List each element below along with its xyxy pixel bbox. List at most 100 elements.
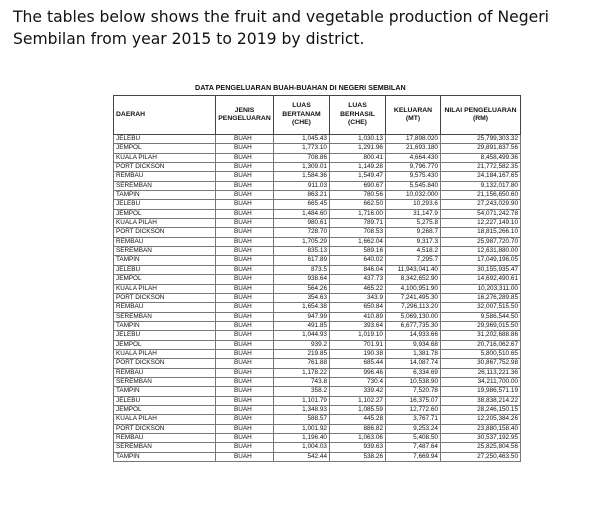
cell-daerah: REMBAU — [113, 432, 216, 444]
cell-nilai: 9,586,544.50 — [440, 311, 521, 322]
cell-nilai: 29,891,837.56 — [440, 143, 521, 154]
cell-nilai: 12,205,384.26 — [440, 414, 521, 425]
table-row: JELEBU BUAH 1,045.43 1,030.13 17,898.020 25,7… — [113, 133, 521, 145]
cell-daerah: PORT DICKSON — [113, 358, 216, 369]
cell-daerah: JEMPOL — [113, 274, 216, 285]
cell-jenis: BUAH — [215, 180, 274, 192]
cell-daerah: TAMPIN — [113, 386, 216, 397]
cell-daerah: JELEBU — [113, 133, 216, 145]
cell-luas-berhasil: 685.44 — [329, 358, 386, 369]
table-row: JEMPOL BUAH 938.64 437.73 8,342,652.90 14,692… — [113, 274, 521, 285]
cell-luas-bertanam: 980.61 — [273, 218, 330, 229]
cell-nilai: 17,049,196.05 — [440, 255, 521, 266]
cell-luas-bertanam: 761.88 — [273, 358, 330, 369]
cell-luas-berhasil: 393.64 — [329, 320, 386, 332]
cell-nilai: 38,838,214.22 — [440, 395, 521, 406]
cell-luas-berhasil: 1,019.10 — [329, 330, 386, 341]
cell-daerah: TAMPIN — [113, 255, 216, 266]
cell-keluaran: 6,677,735.30 — [385, 320, 441, 332]
cell-daerah: JEMPOL — [113, 208, 216, 220]
cell-nilai: 20,716,062.67 — [440, 339, 521, 350]
cell-luas-bertanam: 835.13 — [273, 246, 330, 257]
cell-jenis: BUAH — [215, 330, 274, 341]
cell-luas-bertanam: 938.64 — [273, 274, 330, 285]
cell-daerah: PORT DICKSON — [113, 162, 216, 173]
cell-luas-bertanam: 863.21 — [273, 190, 330, 201]
cell-luas-bertanam: 588.57 — [273, 414, 330, 425]
cell-nilai: 10,203,311.00 — [440, 283, 521, 294]
table-row: PORT DICKSON BUAH 728.70 708.53 9,268.7 18,81… — [113, 227, 521, 238]
cell-keluaran: 7,487.64 — [385, 442, 441, 453]
cell-jenis: BUAH — [215, 227, 274, 238]
cell-keluaran: 9,268.7 — [385, 227, 441, 238]
cell-nilai: 12,227,149.10 — [440, 218, 521, 229]
cell-keluaran: 21,693.180 — [385, 143, 441, 154]
production-table: DAERAH JENIS PENGELUARAN LUAS BERTANAM (… — [113, 95, 521, 463]
cell-jenis: BUAH — [215, 246, 274, 257]
cell-daerah: JEMPOL — [113, 339, 216, 350]
cell-daerah: SEREMBAN — [113, 311, 216, 322]
cell-luas-berhasil: 1,102.27 — [329, 395, 386, 406]
cell-jenis: BUAH — [215, 367, 274, 378]
cell-nilai: 8,458,499.36 — [440, 152, 521, 164]
cell-luas-bertanam: 665.45 — [273, 199, 330, 210]
cell-keluaran: 6,334.69 — [385, 367, 441, 378]
table-row: PORT DICKSON BUAH 1,309.01 1,149.28 9,796.77… — [113, 162, 521, 173]
cell-luas-bertanam: 1,654.38 — [273, 302, 330, 313]
cell-keluaran: 11,943,041.40 — [385, 264, 441, 276]
cell-jenis: BUAH — [215, 311, 274, 322]
cell-keluaran: 4,664.430 — [385, 152, 441, 164]
cell-luas-bertanam: 354.63 — [273, 292, 330, 304]
cell-jenis: BUAH — [215, 358, 274, 369]
cell-luas-bertanam: 708.86 — [273, 152, 330, 164]
table-row: JELEBU BUAH 1,044.93 1,019.10 14,933.66 31,20… — [113, 330, 521, 341]
cell-nilai: 23,880,158.40 — [440, 423, 521, 435]
cell-nilai: 21,772,582.35 — [440, 162, 521, 173]
cell-luas-bertanam: 1,044.93 — [273, 330, 330, 341]
cell-daerah: REMBAU — [113, 236, 216, 248]
cell-jenis: BUAH — [215, 395, 274, 406]
cell-keluaran: 17,898.020 — [385, 133, 441, 145]
cell-luas-berhasil: 1,291.96 — [329, 143, 386, 154]
cell-luas-berhasil: 1,549.47 — [329, 171, 386, 182]
cell-keluaran: 10,032.000 — [385, 190, 441, 201]
cell-luas-bertanam: 1,004.03 — [273, 442, 330, 453]
cell-nilai: 29,969,015.50 — [440, 320, 521, 332]
cell-jenis: BUAH — [215, 432, 274, 444]
cell-luas-berhasil: 1,030.13 — [329, 133, 386, 145]
spreadsheet-region: DATA PENGELUARAN BUAH-BUAHAN DI NEGERI S… — [113, 81, 521, 463]
cell-luas-berhasil: 939.63 — [329, 442, 386, 453]
cell-daerah: JELEBU — [113, 264, 216, 276]
cell-daerah: TAMPIN — [113, 190, 216, 201]
cell-luas-berhasil: 640.02 — [329, 255, 386, 266]
cell-keluaran: 9,317.3 — [385, 236, 441, 248]
table-row: JEMPOL BUAH 1,773.10 1,291.96 21,693.180 29,8… — [113, 143, 521, 154]
cell-daerah: KUALA PILAH — [113, 218, 216, 229]
cell-nilai: 16,276,289.85 — [440, 292, 521, 304]
cell-keluaran: 5,275.8 — [385, 218, 441, 229]
header-luas-bertanam: LUAS BERTANAM (CHE) — [273, 95, 330, 135]
cell-luas-bertanam: 728.70 — [273, 227, 330, 238]
cell-daerah: PORT DICKSON — [113, 423, 216, 435]
table-row: REMBAU BUAH 1,196.40 1,063.06 5,408.50 30,537… — [113, 432, 521, 444]
table-row: SEREMBAN BUAH 743.8 730.4 10,538.90 34,211,70… — [113, 376, 521, 388]
cell-keluaran: 5,408.50 — [385, 432, 441, 444]
cell-jenis: BUAH — [215, 320, 274, 332]
cell-luas-bertanam: 617.89 — [273, 255, 330, 266]
cell-jenis: BUAH — [215, 152, 274, 164]
cell-nilai: 31,202,688.86 — [440, 330, 521, 341]
cell-jenis: BUAH — [215, 283, 274, 294]
cell-nilai: 18,815,266.10 — [440, 227, 521, 238]
cell-daerah: REMBAU — [113, 171, 216, 182]
table-row: KUALA PILAH BUAH 219.85 190.38 1,381.78 5,800… — [113, 348, 521, 360]
table-row: PORT DICKSON BUAH 761.88 685.44 14,087.74 30,… — [113, 358, 521, 369]
table-row: SEREMBAN BUAH 947.99 410.89 5,069,130.00 9,58… — [113, 311, 521, 322]
table-row: PORT DICKSON BUAH 1,001.92 886.82 9,253.24 23… — [113, 423, 521, 435]
table-body: JELEBU BUAH 1,045.43 1,030.13 17,898.020 25,7… — [113, 133, 521, 463]
table-row: KUALA PILAH BUAH 564.26 465.22 4,100,951.90 1… — [113, 283, 521, 294]
cell-luas-berhasil: 690.67 — [329, 180, 386, 192]
header-daerah: DAERAH — [113, 95, 216, 135]
table-row: TAMPIN BUAH 358.2 339.42 7,520.78 19,986,571.… — [113, 386, 521, 397]
table-title: DATA PENGELUARAN BUAH-BUAHAN DI NEGERI S… — [195, 83, 406, 92]
cell-daerah: SEREMBAN — [113, 376, 216, 388]
